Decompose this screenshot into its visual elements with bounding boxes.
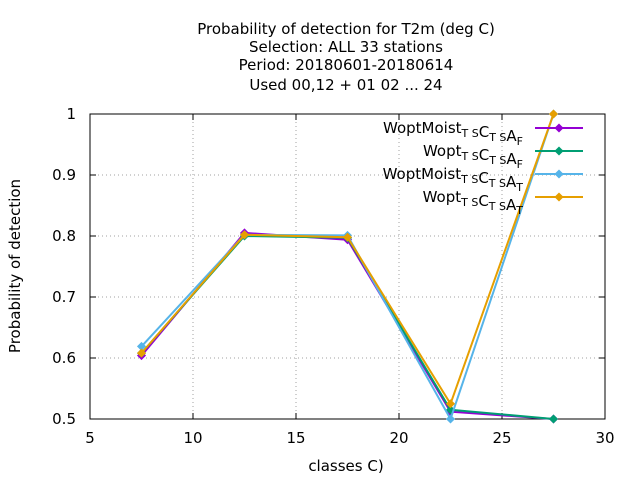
data-point	[342, 232, 353, 242]
legend-subscript: F	[517, 135, 523, 148]
y-tick-label: 0.5	[52, 410, 76, 428]
data-point	[445, 414, 456, 424]
y-tick-label: 1	[66, 105, 76, 123]
x-tick-label: 15	[286, 429, 305, 447]
legend-subscript: T S	[461, 127, 479, 140]
x-tick-label: 20	[389, 429, 408, 447]
legend-swatch-marker	[554, 146, 564, 156]
legend-subscript: T S	[488, 200, 506, 213]
legend-label: WoptMoistT SCT SAF	[383, 119, 523, 148]
chart-title: Probability of detection for T2m (deg C)…	[197, 20, 495, 94]
data-point	[445, 399, 456, 409]
legend-subscript: T S	[460, 173, 478, 186]
legend-text: C	[478, 169, 488, 187]
legend-text: A	[506, 150, 517, 168]
legend-subscript: F	[517, 158, 523, 171]
legend-text: WoptMoist	[383, 165, 462, 183]
legend-text: C	[479, 123, 489, 141]
legend-subscript: T S	[488, 131, 506, 144]
legend-subscript: T	[515, 204, 523, 217]
legend-text: WoptMoist	[383, 119, 462, 137]
legend-text: C	[478, 192, 488, 210]
series-line	[140, 231, 554, 420]
x-axis-label: classes C)	[308, 457, 383, 475]
data-point	[548, 109, 559, 119]
legend-text: C	[479, 146, 489, 164]
title-line-1: Probability of detection for T2m (deg C)	[197, 20, 495, 38]
legend-text: A	[506, 173, 517, 191]
title-line-2: Selection: ALL 33 stations	[249, 38, 443, 56]
legend-label: WoptT SCT SAF	[423, 142, 523, 171]
series-2	[136, 231, 559, 424]
legend-subscript: T S	[488, 154, 506, 167]
series-line	[140, 234, 554, 420]
axis-ticks: 5 10 15 20 25 30 0.5 0.6 0.7 0.8 0.9 1	[52, 105, 614, 447]
legend-subscript: T S	[460, 196, 478, 209]
series-layer	[136, 109, 559, 424]
legend-subscript: T	[515, 181, 523, 194]
y-axis-label: Probability of detection	[6, 179, 24, 353]
title-line-3: Period: 20180601-20180614	[239, 56, 454, 74]
y-tick-label: 0.9	[52, 166, 76, 184]
legend-swatch-marker	[554, 123, 564, 133]
x-tick-label: 30	[595, 429, 614, 447]
y-tick-label: 0.7	[52, 288, 76, 306]
legend-text: A	[506, 196, 517, 214]
legend-label: WoptMoistT SCT SAT	[383, 165, 524, 194]
series-4	[136, 109, 559, 409]
legend-label: WoptT SCT SAT	[423, 188, 524, 217]
legend-subscript: T S	[488, 177, 506, 190]
legend-text: A	[506, 127, 517, 145]
x-tick-label: 10	[183, 429, 202, 447]
legend-subscript: T S	[461, 150, 479, 163]
y-tick-label: 0.8	[52, 227, 76, 245]
data-point	[136, 348, 147, 358]
data-point	[239, 230, 250, 240]
legend-swatch-marker	[554, 169, 564, 179]
y-tick-label: 0.6	[52, 349, 76, 367]
legend-text: Wopt	[423, 188, 462, 206]
grid-lines	[90, 114, 605, 419]
data-point	[136, 341, 147, 351]
legend-text: Wopt	[423, 142, 462, 160]
plot-border	[89, 113, 606, 420]
x-tick-label: 5	[85, 429, 95, 447]
series-1	[136, 228, 559, 424]
title-line-4: Used 00,12 + 01 02 ... 24	[249, 76, 442, 94]
x-tick-label: 25	[492, 429, 511, 447]
legend-swatch-marker	[554, 192, 564, 202]
data-point	[548, 414, 559, 424]
